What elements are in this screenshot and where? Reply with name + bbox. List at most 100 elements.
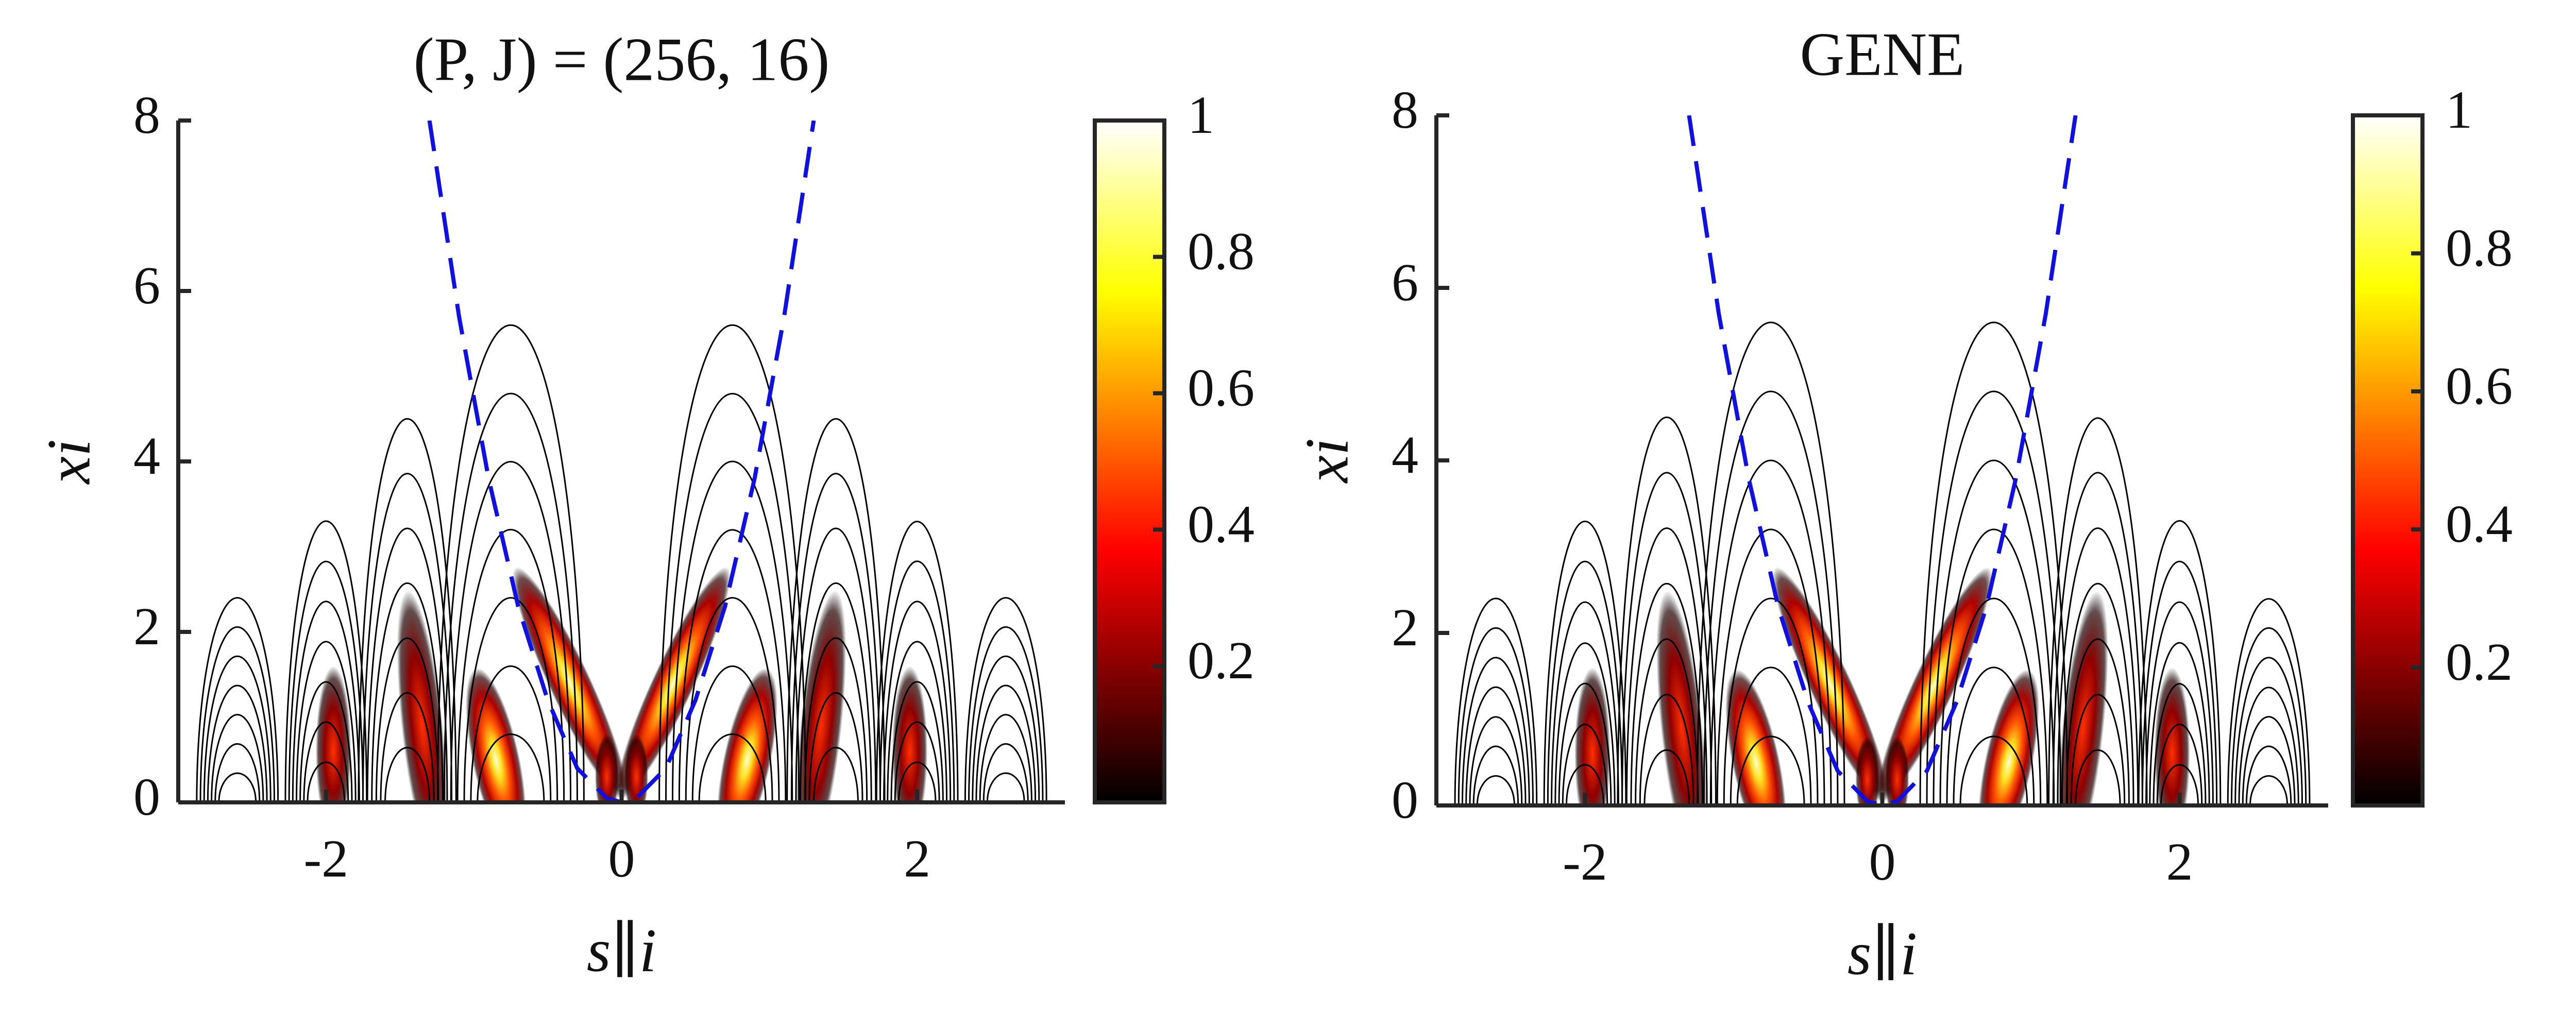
contour-line	[303, 721, 349, 802]
heat-blob	[595, 734, 619, 802]
contour-line	[443, 392, 578, 802]
contour-line	[362, 473, 453, 802]
contour-line	[477, 734, 545, 802]
colorbar-tick-label: 0.4	[1188, 494, 1255, 554]
contour-line	[214, 743, 261, 802]
contour-line	[384, 747, 431, 802]
contour-line	[436, 324, 585, 802]
contour-line	[1643, 749, 1690, 805]
heat-blob	[1855, 736, 1879, 805]
contour-line	[1547, 560, 1623, 805]
heat-blob	[1876, 567, 1992, 802]
y-label: xi	[35, 439, 103, 485]
heat-blob	[1978, 669, 2039, 805]
contour-line	[1458, 627, 1534, 805]
contour-line	[470, 665, 552, 802]
contour-line	[199, 626, 275, 802]
title: (P, J) = (256, 16)	[414, 25, 830, 94]
y-tick-label: 4	[133, 426, 160, 486]
contour-line	[986, 772, 1025, 802]
contour-line	[1469, 716, 1523, 805]
y-tick-label: 2	[133, 597, 160, 656]
x-label: s∥i	[1848, 919, 1917, 988]
contour-line	[1621, 472, 1713, 805]
contour-line	[1472, 745, 1519, 805]
contour-line	[2052, 472, 2143, 805]
contour-line	[196, 597, 279, 802]
contour-line	[203, 655, 272, 802]
contour-line	[1939, 528, 2048, 805]
contour-line	[2249, 775, 2289, 805]
heat-blob	[616, 566, 731, 799]
contour-line	[979, 714, 1032, 802]
colorbar	[1093, 118, 1166, 804]
contour-line	[2138, 520, 2222, 805]
colorbar-tick-label: 0.2	[2446, 632, 2513, 692]
heat-blob	[892, 666, 928, 802]
y-tick-label: 6	[1392, 253, 1418, 312]
contour-line	[658, 324, 807, 802]
contour-line	[2160, 764, 2199, 805]
x-tick-label: 0	[1869, 832, 1896, 891]
contour-line	[2149, 642, 2210, 805]
contour-line	[375, 637, 439, 802]
heat-blob	[624, 734, 649, 802]
x-tick-label: 2	[904, 829, 930, 888]
contour-line	[292, 600, 360, 802]
heat-blob	[717, 667, 778, 802]
contour-line	[1709, 459, 1832, 805]
contour-line	[1703, 390, 1839, 805]
contour-line	[366, 527, 448, 802]
heat-blob	[513, 566, 628, 799]
contour-line	[1454, 597, 1538, 805]
colorbar-tick-label: 1	[1188, 85, 1214, 145]
contour-line	[1953, 666, 2035, 805]
contour-line	[358, 418, 457, 802]
colorbar-tick-label: 0.8	[2446, 218, 2513, 278]
contour-line	[808, 692, 863, 802]
y-tick-label: 0	[133, 767, 160, 827]
colorbar-tick-label: 0.8	[1188, 222, 1255, 281]
heat-field	[196, 324, 1047, 802]
heat-blob	[465, 667, 527, 802]
dashed-curve	[427, 121, 816, 802]
colorbar-tick-label: 0.2	[1188, 631, 1255, 690]
contour-line	[1926, 390, 2062, 805]
contour-line	[211, 714, 264, 802]
x-tick-label: -2	[304, 829, 349, 888]
contour-line	[812, 747, 859, 802]
contour-line	[288, 560, 364, 802]
contour-line	[2245, 745, 2292, 805]
heat-blob	[397, 590, 447, 802]
title: GENE	[1800, 20, 1965, 89]
heat-blob	[796, 590, 846, 802]
colorbar-tick-label: 0.4	[2446, 494, 2513, 554]
heat-field	[1454, 322, 2311, 805]
contour-line	[2242, 716, 2296, 805]
contour-line	[299, 681, 353, 802]
contour-line	[786, 418, 886, 802]
heat-blob	[315, 666, 351, 802]
contour-line	[964, 597, 1047, 802]
contour-line	[894, 721, 940, 802]
x-label: s∥i	[587, 916, 656, 985]
contour-line	[804, 637, 868, 802]
heat-blob	[1885, 736, 1909, 805]
contour-line	[456, 528, 565, 802]
contour-line	[1630, 582, 1703, 805]
contour-line	[1959, 735, 2028, 805]
contour-line	[2230, 627, 2307, 805]
contour-line	[2227, 597, 2311, 805]
heat-blob	[1772, 567, 1888, 802]
colorbar	[2351, 113, 2425, 808]
contour-line	[2141, 560, 2218, 805]
y-tick-label: 8	[133, 85, 160, 145]
contour-line	[463, 597, 558, 802]
contour-line	[295, 641, 357, 802]
contour-line	[207, 685, 268, 802]
contour-line	[897, 761, 937, 802]
contour-line	[2238, 686, 2299, 805]
colorbar-tick-label: 0.6	[2446, 356, 2513, 416]
contour-line	[2153, 682, 2207, 805]
